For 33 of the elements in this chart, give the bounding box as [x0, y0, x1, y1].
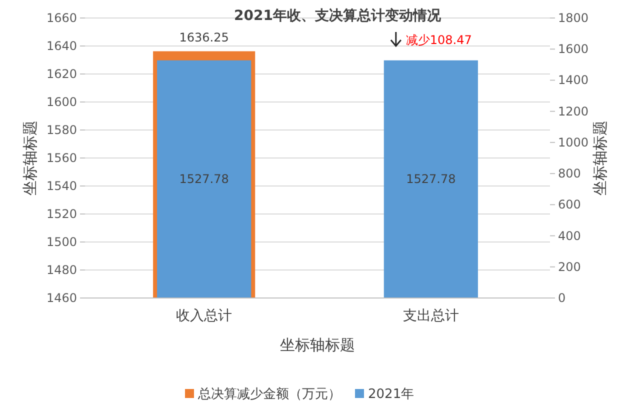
- y2-tick-label: 1400: [558, 73, 589, 88]
- y2-tick-label: 400: [558, 228, 581, 243]
- y2-tick-label: 1600: [558, 42, 589, 56]
- x-tick-label: 支出总计: [402, 308, 459, 324]
- y-tick-label: 1620: [46, 67, 77, 81]
- y-tick-label: 1500: [46, 235, 77, 249]
- y-tick-label: 1460: [46, 291, 77, 305]
- data-label: 1527.78: [406, 172, 456, 186]
- y-tick-label: 1480: [46, 263, 77, 277]
- y-tick-label: 1560: [46, 151, 77, 165]
- y2-tick-label: 800: [558, 166, 581, 181]
- y-tick-label: 1580: [46, 123, 77, 137]
- y-tick-label: 1540: [46, 179, 77, 193]
- annotation: 减少108.47: [406, 33, 472, 47]
- data-label: 1636.25: [179, 30, 229, 44]
- y2-tick-label: 1800: [558, 11, 589, 25]
- y2-tick-label: 1200: [558, 104, 589, 118]
- y2-tick-label: 1000: [558, 135, 589, 150]
- legend-label: 总决算减少金额（万元）: [197, 387, 341, 402]
- y-tick-label: 1600: [46, 95, 77, 109]
- y-tick-label: 1660: [46, 11, 77, 25]
- data-label: 1527.78: [179, 172, 229, 186]
- y2-tick-label: 600: [558, 198, 581, 212]
- chart-title: 2021年收、支决算总计变动情况: [234, 7, 442, 24]
- x-tick-label: 收入总计: [176, 308, 232, 324]
- legend-label: 2021年: [368, 387, 414, 402]
- y2-tick-label: 200: [558, 260, 581, 274]
- y2-tick-label: 0: [558, 291, 566, 305]
- y-axis-title: 坐标轴标题: [21, 120, 39, 196]
- y-tick-label: 1640: [46, 39, 77, 53]
- x-axis-title: 坐标轴标题: [280, 336, 355, 354]
- y2-axis-title: 坐标轴标题: [591, 120, 609, 196]
- y-tick-label: 1520: [46, 207, 77, 221]
